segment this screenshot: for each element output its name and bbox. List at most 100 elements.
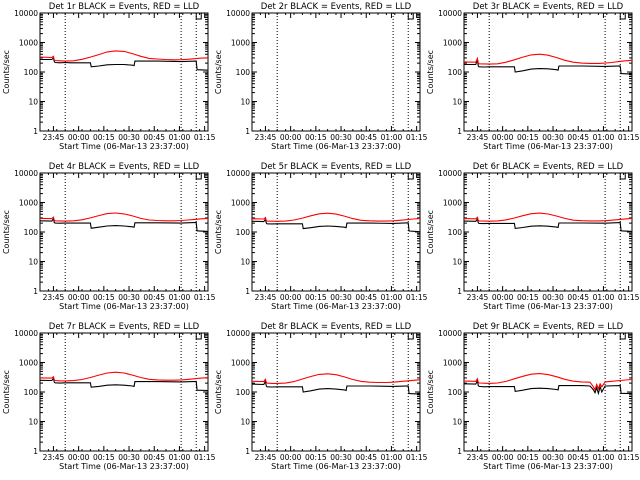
chart-panel-1r: Det 1r BLACK = Events, RED = LLD 1 10 100 10… [2,2,216,151]
y-tick-label: 1000 [19,199,38,208]
x-tick-label: 23:45 [255,133,277,142]
chart-title: Det 3r BLACK = Events, RED = LLD [473,2,624,12]
y-tick-label: 10000 [14,329,38,338]
x-tick-label: 00:30 [542,293,564,302]
y-tick-label: 1 [457,287,462,296]
y-tick-label: 100 [24,68,39,77]
x-tick-label: 01:15 [618,293,640,302]
events-series-line [464,59,633,75]
time-marker-box [407,173,414,180]
time-marker-box [619,333,626,340]
x-tick-label: 01:00 [169,453,191,462]
x-tick-label: 23:45 [467,293,489,302]
x-tick-label: 00:00 [68,293,90,302]
chart-panel-5r: Det 5r BLACK = Events, RED = LLD 1 10 100 10… [214,162,428,311]
x-tick-label: 00:30 [118,133,140,142]
x-axis-label: Start Time (06-Mar-13 23:37:00) [483,142,613,151]
x-tick-label: 00:30 [542,453,564,462]
x-tick-label: 00:30 [330,133,352,142]
y-tick-label: 1000 [443,359,462,368]
chart-panel-9r: Det 9r BLACK = Events, RED = LLD 1 10 100 10… [426,322,640,471]
x-tick-label: 01:00 [169,293,191,302]
y-tick-label: 1000 [231,39,250,48]
x-tick-label: 00:00 [280,133,302,142]
y-tick-label: 10 [452,98,462,107]
y-tick-label: 10000 [14,169,38,178]
x-tick-label: 00:30 [330,453,352,462]
x-tick-label: 01:15 [194,293,216,302]
x-tick-label: 23:45 [467,453,489,462]
chart-title: Det 8r BLACK = Events, RED = LLD [261,322,412,332]
time-marker-box [619,173,626,180]
x-tick-label: 23:45 [467,133,489,142]
x-axis-label: Start Time (06-Mar-13 23:37:00) [59,302,189,311]
y-axis-label: Counts/sec [426,50,435,94]
x-tick-label: 00:15 [305,133,327,142]
x-tick-label: 00:45 [355,453,377,462]
x-tick-label: 23:45 [255,293,277,302]
x-tick-label: 00:45 [355,133,377,142]
x-tick-label: 00:15 [93,293,115,302]
y-tick-label: 10 [28,98,38,107]
x-tick-label: 01:00 [593,293,615,302]
x-tick-label: 23:45 [43,293,65,302]
lld-series-line [251,373,421,384]
time-marker-box [407,13,414,20]
y-tick-label: 100 [448,228,463,237]
y-tick-label: 10 [240,98,250,107]
y-tick-label: 100 [236,68,251,77]
y-axis-label: Counts/sec [2,210,11,254]
y-tick-label: 1000 [231,359,250,368]
y-tick-label: 10 [452,258,462,267]
y-tick-label: 10000 [14,9,38,18]
x-tick-label: 01:15 [406,453,428,462]
x-tick-label: 00:00 [68,453,90,462]
y-tick-label: 100 [236,388,251,397]
x-tick-label: 00:30 [118,293,140,302]
time-marker-box [195,13,202,20]
lld-series-line [39,212,209,222]
x-tick-label: 23:45 [43,453,65,462]
x-tick-label: 01:15 [194,133,216,142]
lld-series-line [463,212,633,222]
chart-title: Det 4r BLACK = Events, RED = LLD [49,162,200,172]
events-series-line [39,377,209,392]
y-tick-label: 10 [28,258,38,267]
y-axis-label: Counts/sec [214,370,223,414]
x-tick-label: 00:45 [143,133,165,142]
x-tick-label: 00:45 [355,293,377,302]
x-tick-label: 01:00 [169,133,191,142]
x-tick-label: 00:00 [68,133,90,142]
lld-series-line [463,373,633,392]
y-tick-label: 100 [24,228,39,237]
y-axis-label: Counts/sec [2,370,11,414]
events-series-line [40,56,209,71]
chart-panel-6r: Det 6r BLACK = Events, RED = LLD 1 10 100 10… [426,162,640,311]
chart-title: Det 5r BLACK = Events, RED = LLD [261,162,412,172]
events-series-line [251,217,421,233]
time-marker-box [195,173,202,180]
y-tick-label: 10 [240,418,250,427]
x-tick-label: 00:45 [567,133,589,142]
lld-series-line [39,50,209,62]
x-tick-label: 00:00 [280,453,302,462]
y-axis-label: Counts/sec [426,210,435,254]
chart-title: Det 9r BLACK = Events, RED = LLD [473,322,624,332]
x-axis-label: Start Time (06-Mar-13 23:37:00) [59,142,189,151]
x-tick-label: 00:30 [118,453,140,462]
x-axis-label: Start Time (06-Mar-13 23:37:00) [483,462,613,471]
y-tick-label: 1 [457,447,462,456]
chart-panel-3r: Det 3r BLACK = Events, RED = LLD 1 10 100 10… [426,2,640,151]
x-tick-label: 23:45 [43,133,65,142]
x-tick-label: 00:15 [93,453,115,462]
y-tick-label: 1 [457,127,462,136]
y-tick-label: 10000 [226,329,250,338]
x-tick-label: 01:00 [593,133,615,142]
y-tick-label: 10 [28,418,38,427]
x-axis-label: Start Time (06-Mar-13 23:37:00) [271,142,401,151]
lld-series-line [251,212,421,222]
x-tick-label: 00:45 [567,453,589,462]
x-axis-label: Start Time (06-Mar-13 23:37:00) [271,302,401,311]
x-tick-label: 01:00 [381,293,403,302]
